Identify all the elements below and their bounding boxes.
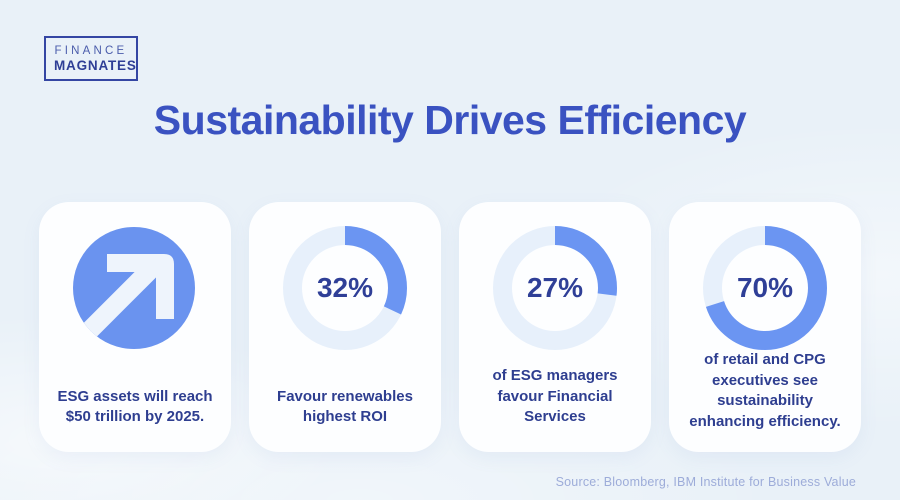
source-attribution: Source: Bloomberg, IBM Institute for Bus…	[555, 475, 856, 489]
donut-chart-32: 32%	[283, 226, 407, 350]
donut-chart-70: 70%	[703, 226, 827, 350]
finance-magnates-logo: FINANCE MAGNATES	[44, 36, 138, 81]
logo-magnates-text: MAGNATES	[54, 58, 137, 73]
card-caption: ESG assets will reach $50 trillion by 20…	[57, 387, 213, 426]
donut-percent-label: 32%	[316, 272, 374, 303]
stat-card-retail-cpg: 70% of retail and CPG executives see sus…	[669, 202, 861, 452]
card-caption: of ESG managers favour Financial Service…	[492, 366, 618, 426]
card-caption: of retail and CPG executives see sustain…	[689, 351, 841, 431]
donut-percent-label: 27%	[526, 272, 584, 303]
donut-ring-icon	[493, 226, 617, 350]
trending-up-arrow-icon	[73, 227, 195, 349]
page-title: Sustainability Drives Efficiency	[153, 97, 747, 143]
stat-card-esg-assets: ESG assets will reach $50 trillion by 20…	[39, 202, 231, 452]
stat-card-esg-managers: 27% of ESG managers favour Financial Ser…	[459, 202, 651, 452]
icon-visual	[73, 226, 197, 350]
stat-cards-row: ESG assets will reach $50 trillion by 20…	[39, 202, 861, 452]
stat-card-renewables-roi: 32% Favour renewables highest ROI	[249, 202, 441, 452]
donut-percent-label: 70%	[736, 272, 794, 303]
donut-ring-icon	[703, 226, 827, 350]
card-caption: Favour renewables highest ROI	[277, 387, 413, 426]
logo-finance-text: FINANCE	[54, 45, 128, 57]
donut-chart-27: 27%	[493, 226, 617, 350]
donut-ring-icon	[283, 226, 407, 350]
